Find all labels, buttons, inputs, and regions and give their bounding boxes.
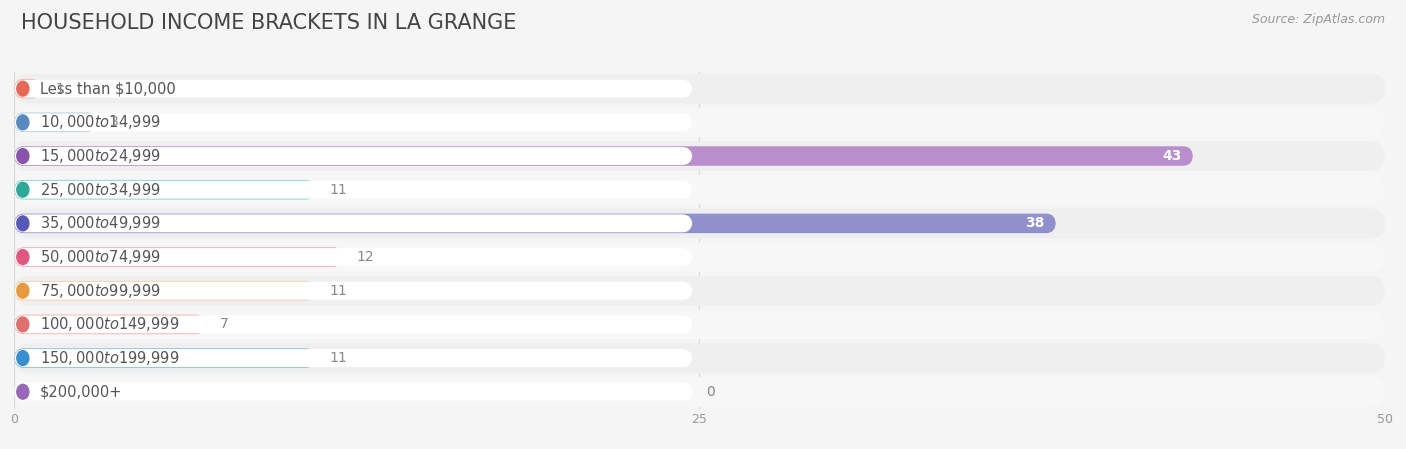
FancyBboxPatch shape — [14, 74, 1385, 103]
Circle shape — [17, 250, 30, 264]
FancyBboxPatch shape — [14, 281, 315, 300]
Circle shape — [17, 384, 30, 399]
Text: 43: 43 — [1163, 149, 1182, 163]
FancyBboxPatch shape — [14, 343, 1385, 373]
FancyBboxPatch shape — [14, 141, 1385, 171]
Text: $150,000 to $199,999: $150,000 to $199,999 — [39, 349, 179, 367]
FancyBboxPatch shape — [14, 180, 315, 199]
Text: $35,000 to $49,999: $35,000 to $49,999 — [39, 214, 160, 233]
Text: 11: 11 — [329, 183, 347, 197]
Circle shape — [17, 115, 30, 130]
FancyBboxPatch shape — [14, 315, 207, 334]
Circle shape — [17, 81, 30, 96]
Text: Source: ZipAtlas.com: Source: ZipAtlas.com — [1251, 13, 1385, 26]
FancyBboxPatch shape — [14, 79, 693, 98]
Text: Less than $10,000: Less than $10,000 — [39, 81, 176, 96]
FancyBboxPatch shape — [14, 113, 96, 132]
FancyBboxPatch shape — [14, 310, 1385, 339]
Text: 1: 1 — [55, 82, 65, 96]
FancyBboxPatch shape — [14, 349, 693, 367]
FancyBboxPatch shape — [14, 247, 343, 267]
FancyBboxPatch shape — [14, 214, 693, 233]
FancyBboxPatch shape — [14, 214, 1056, 233]
FancyBboxPatch shape — [14, 383, 693, 401]
Text: 7: 7 — [219, 317, 228, 331]
Text: 38: 38 — [1025, 216, 1045, 230]
FancyBboxPatch shape — [14, 242, 1385, 272]
FancyBboxPatch shape — [14, 175, 1385, 205]
Circle shape — [17, 216, 30, 231]
FancyBboxPatch shape — [14, 113, 693, 132]
FancyBboxPatch shape — [14, 180, 693, 199]
Text: $50,000 to $74,999: $50,000 to $74,999 — [39, 248, 160, 266]
FancyBboxPatch shape — [14, 276, 1385, 305]
FancyBboxPatch shape — [14, 248, 693, 266]
Circle shape — [17, 182, 30, 197]
Text: 11: 11 — [329, 351, 347, 365]
FancyBboxPatch shape — [14, 208, 1385, 238]
Text: 0: 0 — [706, 385, 716, 399]
Text: $75,000 to $99,999: $75,000 to $99,999 — [39, 282, 160, 300]
Circle shape — [17, 317, 30, 332]
Text: $25,000 to $34,999: $25,000 to $34,999 — [39, 180, 160, 199]
Text: HOUSEHOLD INCOME BRACKETS IN LA GRANGE: HOUSEHOLD INCOME BRACKETS IN LA GRANGE — [21, 13, 516, 34]
Text: $200,000+: $200,000+ — [39, 384, 122, 399]
Text: 12: 12 — [357, 250, 374, 264]
Text: 3: 3 — [110, 115, 118, 129]
Text: $15,000 to $24,999: $15,000 to $24,999 — [39, 147, 160, 165]
FancyBboxPatch shape — [14, 79, 42, 98]
FancyBboxPatch shape — [14, 107, 1385, 137]
Text: $100,000 to $149,999: $100,000 to $149,999 — [39, 315, 179, 334]
Circle shape — [17, 283, 30, 298]
FancyBboxPatch shape — [14, 147, 693, 165]
FancyBboxPatch shape — [14, 282, 693, 300]
Circle shape — [17, 351, 30, 365]
FancyBboxPatch shape — [14, 146, 1192, 166]
FancyBboxPatch shape — [14, 348, 315, 368]
Text: $10,000 to $14,999: $10,000 to $14,999 — [39, 113, 160, 132]
Text: 11: 11 — [329, 284, 347, 298]
FancyBboxPatch shape — [14, 315, 693, 334]
FancyBboxPatch shape — [14, 377, 1385, 407]
Circle shape — [17, 149, 30, 163]
